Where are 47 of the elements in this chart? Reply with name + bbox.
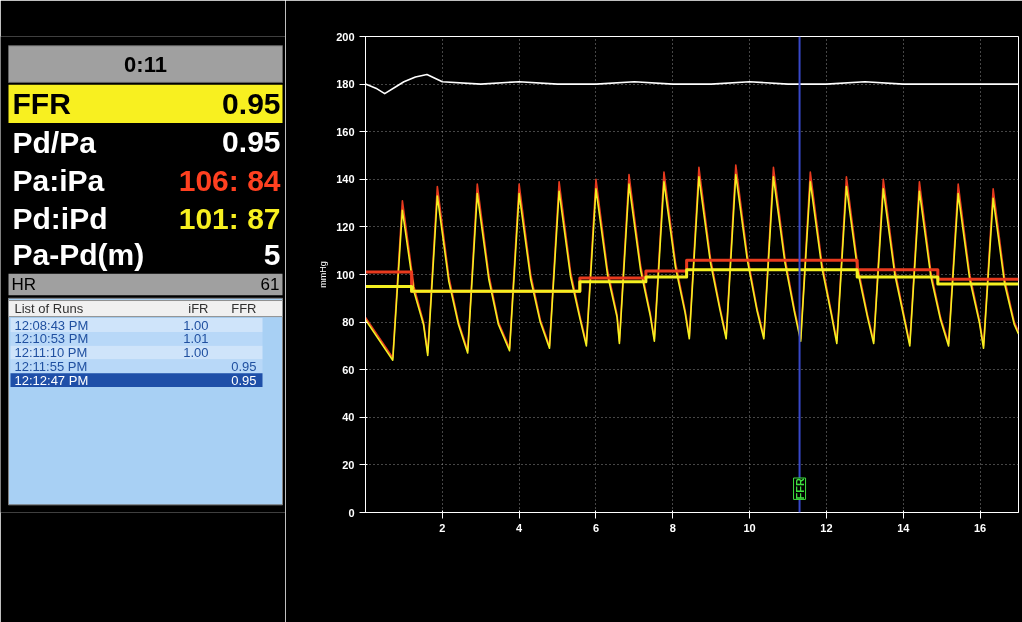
text: 12:12:47 PM — [14, 372, 89, 388]
text: iFR — [188, 301, 209, 317]
text: FFR — [231, 301, 257, 317]
y-tick-label: 140 — [336, 173, 355, 186]
ref-line-label: FFR — [793, 477, 806, 500]
text: Pa-Pd(m) — [12, 238, 145, 272]
text: 0.95 — [222, 125, 281, 159]
y-tick-label: 200 — [336, 30, 355, 43]
x-tick-label: 6 — [592, 521, 600, 534]
text: 61 — [260, 275, 280, 295]
text: HR — [11, 274, 37, 294]
x-tick-label: 2 — [439, 521, 446, 534]
x-tick-label: 8 — [669, 521, 676, 534]
x-tick-label: 12 — [820, 521, 833, 534]
text: 5 — [263, 237, 281, 271]
x-tick-label: 16 — [973, 521, 987, 534]
text: 101: 87 — [178, 202, 281, 236]
x-tick-label: 10 — [743, 521, 756, 534]
text: 12:11:10 PM — [14, 345, 88, 361]
text: 12:08:43 PM — [14, 317, 89, 333]
text: Pa:iPa — [12, 163, 105, 197]
text: 0.95 — [222, 86, 281, 120]
text: Pd:iPd — [12, 202, 108, 236]
text: 1.01 — [183, 331, 209, 347]
y-tick-label: 20 — [342, 458, 355, 471]
y-tick-label: 40 — [342, 411, 355, 424]
text: Pd/Pa — [12, 125, 97, 159]
text: 1.00 — [183, 345, 209, 361]
y-tick-label: 60 — [342, 363, 355, 376]
x-tick-label: 14 — [897, 521, 911, 534]
text: 12:10:53 PM — [14, 331, 89, 347]
y-axis-title: mmHg — [318, 261, 329, 288]
y-tick-label: 100 — [336, 268, 355, 281]
text: 1.00 — [183, 317, 209, 333]
y-tick-label: 160 — [336, 125, 355, 138]
x-tick-label: 4 — [516, 521, 524, 534]
text: 106: 84 — [178, 163, 281, 197]
text: 0.95 — [231, 358, 257, 374]
text: List of Runs — [14, 301, 84, 317]
y-tick-label: 0 — [348, 506, 355, 519]
y-tick-label: 120 — [336, 220, 355, 233]
y-tick-label: 180 — [336, 78, 355, 91]
text: 0.95 — [231, 372, 257, 388]
text: FFR — [12, 87, 72, 121]
text: 0:11 — [124, 51, 167, 77]
text: 12:11:55 PM — [14, 358, 88, 374]
y-tick-label: 80 — [342, 316, 355, 329]
